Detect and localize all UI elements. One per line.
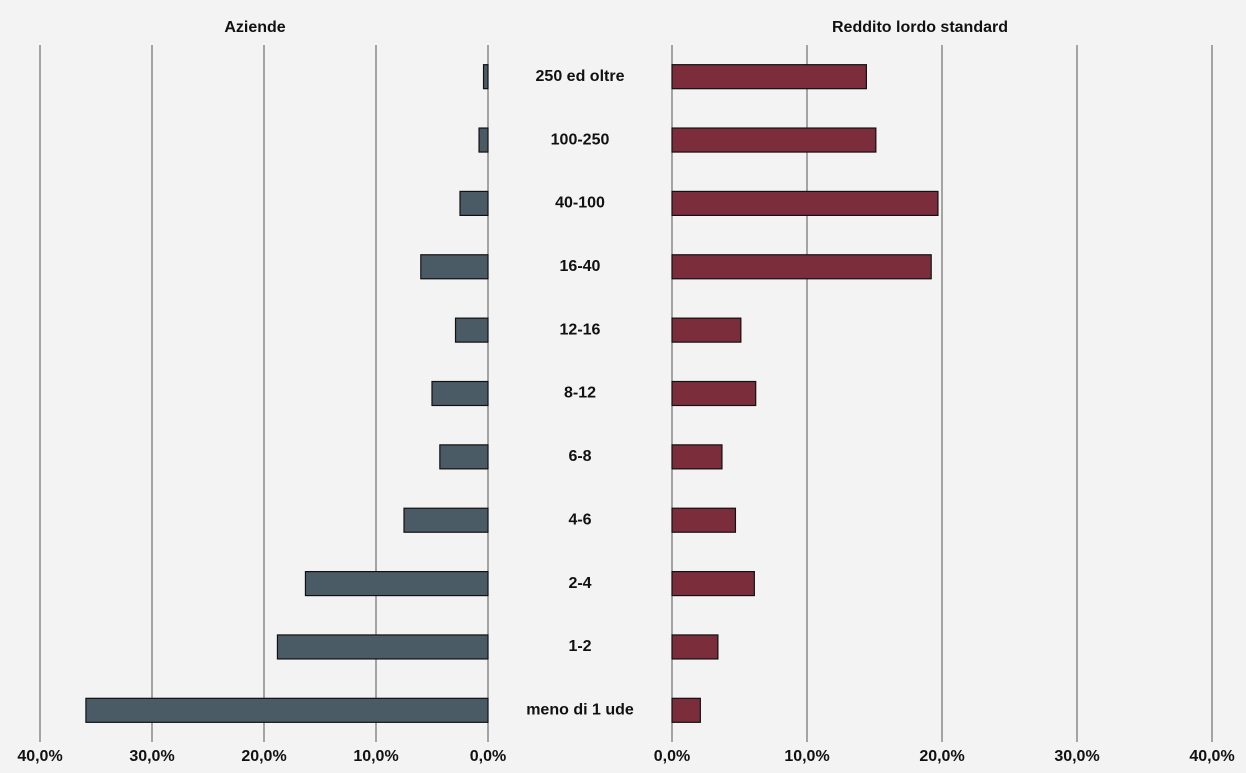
bar	[482, 64, 489, 90]
x-tick-label: 20,0%	[241, 748, 286, 765]
bar	[431, 380, 489, 407]
x-tick-label: 40,0%	[1189, 748, 1234, 765]
x-tick-label: 20,0%	[919, 748, 964, 765]
bar	[671, 190, 939, 217]
bar	[671, 507, 737, 533]
category-label: 4-6	[568, 511, 591, 528]
bar	[671, 380, 757, 407]
bar	[671, 127, 877, 153]
category-label: 12-16	[560, 321, 601, 338]
bar	[85, 697, 489, 723]
category-label: meno di 1 ude	[526, 702, 634, 719]
bar	[304, 570, 489, 597]
x-tick-label: 30,0%	[1054, 748, 1099, 765]
bar	[671, 697, 701, 723]
category-label: 40-100	[555, 195, 605, 212]
bar	[439, 444, 489, 470]
bar	[420, 254, 489, 280]
x-tick-label: 0,0%	[470, 748, 506, 765]
x-tick-label: 10,0%	[784, 748, 829, 765]
panel-title: Reddito lordo standard	[832, 19, 1008, 36]
bar	[671, 317, 742, 343]
category-label: 100-250	[551, 131, 610, 148]
category-label: 2-4	[568, 575, 591, 592]
category-label: 250 ed oltre	[536, 68, 625, 85]
bar	[671, 444, 723, 470]
x-tick-label: 40,0%	[17, 748, 62, 765]
bar	[671, 254, 932, 280]
category-label: 6-8	[568, 448, 591, 465]
panel-title: Aziende	[224, 19, 285, 36]
bar	[403, 507, 489, 533]
bar	[671, 570, 755, 597]
category-label: 16-40	[560, 258, 601, 275]
x-tick-label: 30,0%	[129, 748, 174, 765]
bar	[276, 634, 489, 660]
x-tick-label: 10,0%	[353, 748, 398, 765]
bar	[671, 64, 867, 90]
category-label: 1-2	[568, 638, 591, 655]
bar	[459, 190, 489, 217]
bar	[671, 634, 719, 660]
category-label: 8-12	[564, 385, 596, 402]
x-tick-label: 0,0%	[654, 748, 690, 765]
bar	[454, 317, 489, 343]
bar	[478, 127, 489, 153]
